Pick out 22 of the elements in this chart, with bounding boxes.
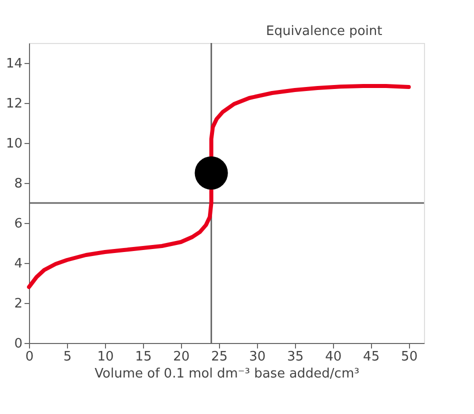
y-tick-label: 4 bbox=[14, 256, 22, 272]
x-tick-label: 20 bbox=[173, 350, 190, 364]
y-tick-label: 8 bbox=[14, 176, 22, 192]
x-axis-title: Volume of 0.1 mol dm⁻³ base added/cm³ bbox=[94, 366, 360, 382]
y-tick-label: 10 bbox=[6, 136, 22, 152]
y-tick-label: 14 bbox=[6, 56, 22, 72]
x-tick-label: 40 bbox=[325, 350, 342, 364]
x-tick-label: 15 bbox=[135, 350, 152, 364]
x-tick-label: 30 bbox=[249, 350, 266, 364]
x-tick-label: 10 bbox=[97, 350, 114, 364]
x-tick-label: 5 bbox=[63, 350, 72, 364]
x-tick-label: 25 bbox=[211, 350, 228, 364]
y-tick-label: 2 bbox=[14, 296, 22, 312]
text: Equivalence point bbox=[266, 24, 382, 39]
y-tick-label: 6 bbox=[14, 216, 22, 232]
y-tick-label: 0 bbox=[14, 336, 22, 352]
x-tick-label: 45 bbox=[363, 350, 380, 364]
line-series bbox=[27, 84, 411, 289]
x-tick-label: 0 bbox=[25, 350, 34, 364]
y-tick-label: 12 bbox=[6, 96, 22, 112]
x-tick-label: 50 bbox=[401, 350, 418, 364]
x-tick-label: 35 bbox=[287, 350, 304, 364]
